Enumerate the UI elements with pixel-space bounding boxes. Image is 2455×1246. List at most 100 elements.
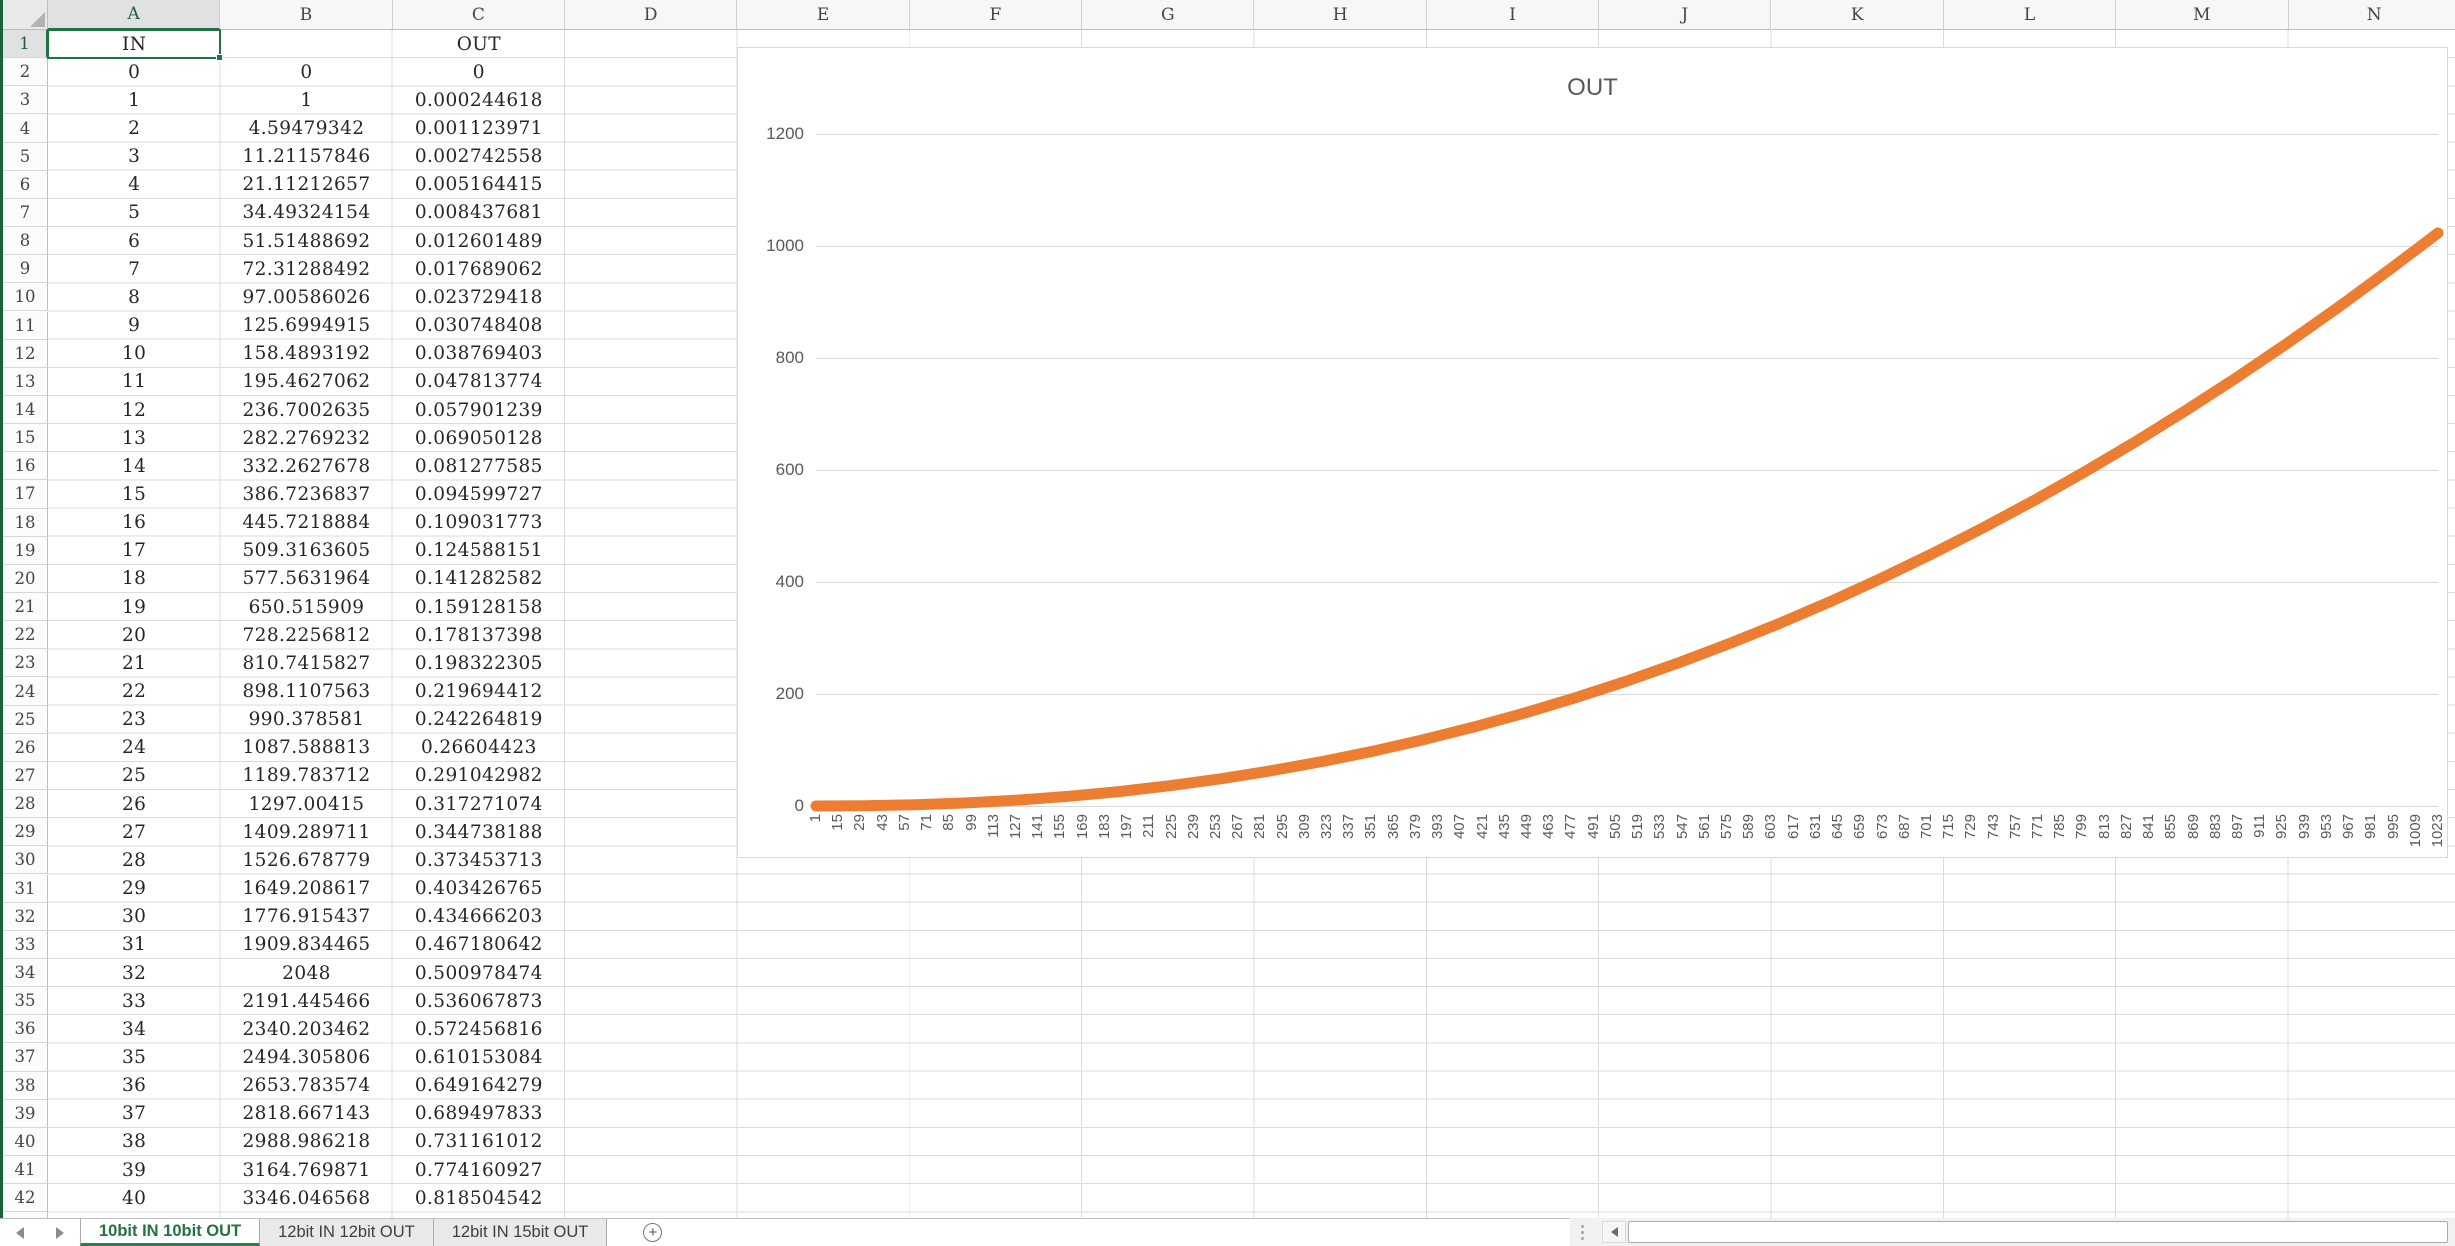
row-header-16[interactable]: 16 [3,452,48,481]
cell-A42[interactable]: 40 [122,1187,147,1209]
cell-B10[interactable]: 97.00586026 [242,286,371,308]
cell-C18[interactable]: 0.109031773 [414,512,543,534]
row-header-29[interactable]: 29 [3,818,48,847]
cell-C25[interactable]: 0.242264819 [414,709,543,731]
column-header-H[interactable]: H [1254,0,1427,30]
cell-C16[interactable]: 0.081277585 [414,455,543,477]
row-header-39[interactable]: 39 [3,1099,48,1128]
cell-B6[interactable]: 21.11212657 [242,174,371,196]
cell-A24[interactable]: 22 [122,681,147,702]
cell-A40[interactable]: 38 [122,1131,147,1153]
tabs-scroll-right-button[interactable] [40,1219,80,1246]
cell-C36[interactable]: 0.572456816 [414,1018,543,1040]
row-header-4[interactable]: 4 [3,114,48,143]
row-header-13[interactable]: 13 [3,367,48,396]
cell-B22[interactable]: 728.2256812 [242,624,371,646]
cell-C37[interactable]: 0.610153084 [414,1046,543,1068]
row-header-1[interactable]: 1 [3,30,48,59]
cell-C15[interactable]: 0.069050128 [414,427,543,449]
cell-B30[interactable]: 1526.678779 [242,849,371,871]
cell-A11[interactable]: 9 [128,315,141,337]
cell-B33[interactable]: 1909.834465 [242,934,371,956]
cell-A17[interactable]: 15 [122,483,147,505]
cell-B9[interactable]: 72.31288492 [242,258,371,280]
cell-C39[interactable]: 0.689497833 [414,1103,543,1125]
cell-A12[interactable]: 10 [122,343,147,365]
column-header-A[interactable]: A [48,0,221,30]
cell-B37[interactable]: 2494.305806 [242,1046,371,1068]
cell-A32[interactable]: 30 [122,906,147,928]
sheet-tab-10bit-in-10bit-out[interactable]: 10bit IN 10bit OUT [80,1219,261,1246]
cell-B18[interactable]: 445.7218884 [242,512,371,534]
row-header-17[interactable]: 17 [3,480,48,509]
cell-B3[interactable]: 1 [300,89,313,111]
cell-A29[interactable]: 27 [122,821,147,843]
row-header-25[interactable]: 25 [3,705,48,734]
cell-A34[interactable]: 32 [122,962,147,984]
cell-A28[interactable]: 26 [122,793,147,815]
cell-A31[interactable]: 29 [122,878,147,900]
row-header-6[interactable]: 6 [3,170,48,199]
cell-B28[interactable]: 1297.00415 [248,793,365,815]
cell-A8[interactable]: 6 [128,230,141,252]
new-sheet-button[interactable]: + [643,1223,663,1242]
cell-B8[interactable]: 51.51488692 [242,230,371,252]
cell-B11[interactable]: 125.6994915 [242,315,371,337]
cell-B23[interactable]: 810.7415827 [242,652,371,674]
cell-B20[interactable]: 577.5631964 [242,568,371,590]
row-header-33[interactable]: 33 [3,930,48,959]
column-header-N[interactable]: N [2288,0,2455,30]
row-header-28[interactable]: 28 [3,790,48,819]
cell-A3[interactable]: 1 [128,89,141,111]
cell-A41[interactable]: 39 [122,1159,147,1181]
cell-C40[interactable]: 0.731161012 [414,1131,543,1153]
out-series-line[interactable] [810,227,2444,812]
cell-A38[interactable]: 36 [122,1075,147,1097]
cell-B40[interactable]: 2988.986218 [242,1131,371,1153]
column-header-F[interactable]: F [909,0,1083,30]
cell-B41[interactable]: 3164.769871 [242,1159,371,1181]
embedded-chart[interactable]: OUT 0 200 400 600 800 1000 1200 1 15 29 43 57 71 85 9… [737,47,2448,858]
cell-A23[interactable]: 21 [122,652,147,674]
cell-A16[interactable]: 14 [122,455,147,477]
cell-B13[interactable]: 195.4627062 [242,371,371,393]
cell-C26[interactable]: 0.26604423 [420,737,537,759]
row-header-5[interactable]: 5 [3,142,48,171]
cell-B25[interactable]: 990.378581 [248,709,365,731]
cell-C10[interactable]: 0.023729418 [414,286,543,308]
cell-C22[interactable]: 0.178137398 [414,624,543,646]
cell-A22[interactable]: 20 [122,624,147,646]
cell-C38[interactable]: 0.649164279 [414,1075,543,1097]
cell-A10[interactable]: 8 [128,286,141,308]
cell-A39[interactable]: 37 [122,1103,147,1125]
cell-A2[interactable]: 0 [128,61,141,83]
cell-B2[interactable]: 0 [300,61,313,83]
row-header-27[interactable]: 27 [3,761,48,791]
cell-A26[interactable]: 24 [122,737,147,759]
row-header-21[interactable]: 21 [3,593,48,622]
row-header-40[interactable]: 40 [3,1127,48,1156]
cell-C30[interactable]: 0.373453713 [414,849,543,871]
cell-C3[interactable]: 0.000244618 [414,89,543,111]
cell-B17[interactable]: 386.7236837 [242,483,371,505]
row-header-38[interactable]: 38 [3,1071,48,1100]
cell-B5[interactable]: 11.21157846 [242,146,371,168]
row-header-10[interactable]: 10 [3,283,48,312]
cell-B24[interactable]: 898.1107563 [242,681,371,702]
cell-C2[interactable]: 0 [472,61,485,83]
row-header-8[interactable]: 8 [3,227,48,256]
cell-C17[interactable]: 0.094599727 [414,483,543,505]
cell-B14[interactable]: 236.7002635 [242,399,371,421]
row-header-14[interactable]: 14 [3,395,48,425]
cell-B35[interactable]: 2191.445466 [242,990,371,1012]
row-header-30[interactable]: 30 [3,846,48,875]
row-header-31[interactable]: 31 [3,874,48,903]
row-header-32[interactable]: 32 [3,902,48,931]
cell-A1[interactable]: IN [122,33,147,55]
cell-A14[interactable]: 12 [122,399,147,421]
cell-A20[interactable]: 18 [122,568,147,590]
cell-C7[interactable]: 0.008437681 [414,202,543,224]
row-header-11[interactable]: 11 [3,311,48,340]
cell-B34[interactable]: 2048 [282,962,331,984]
column-header-J[interactable]: J [1599,0,1772,30]
